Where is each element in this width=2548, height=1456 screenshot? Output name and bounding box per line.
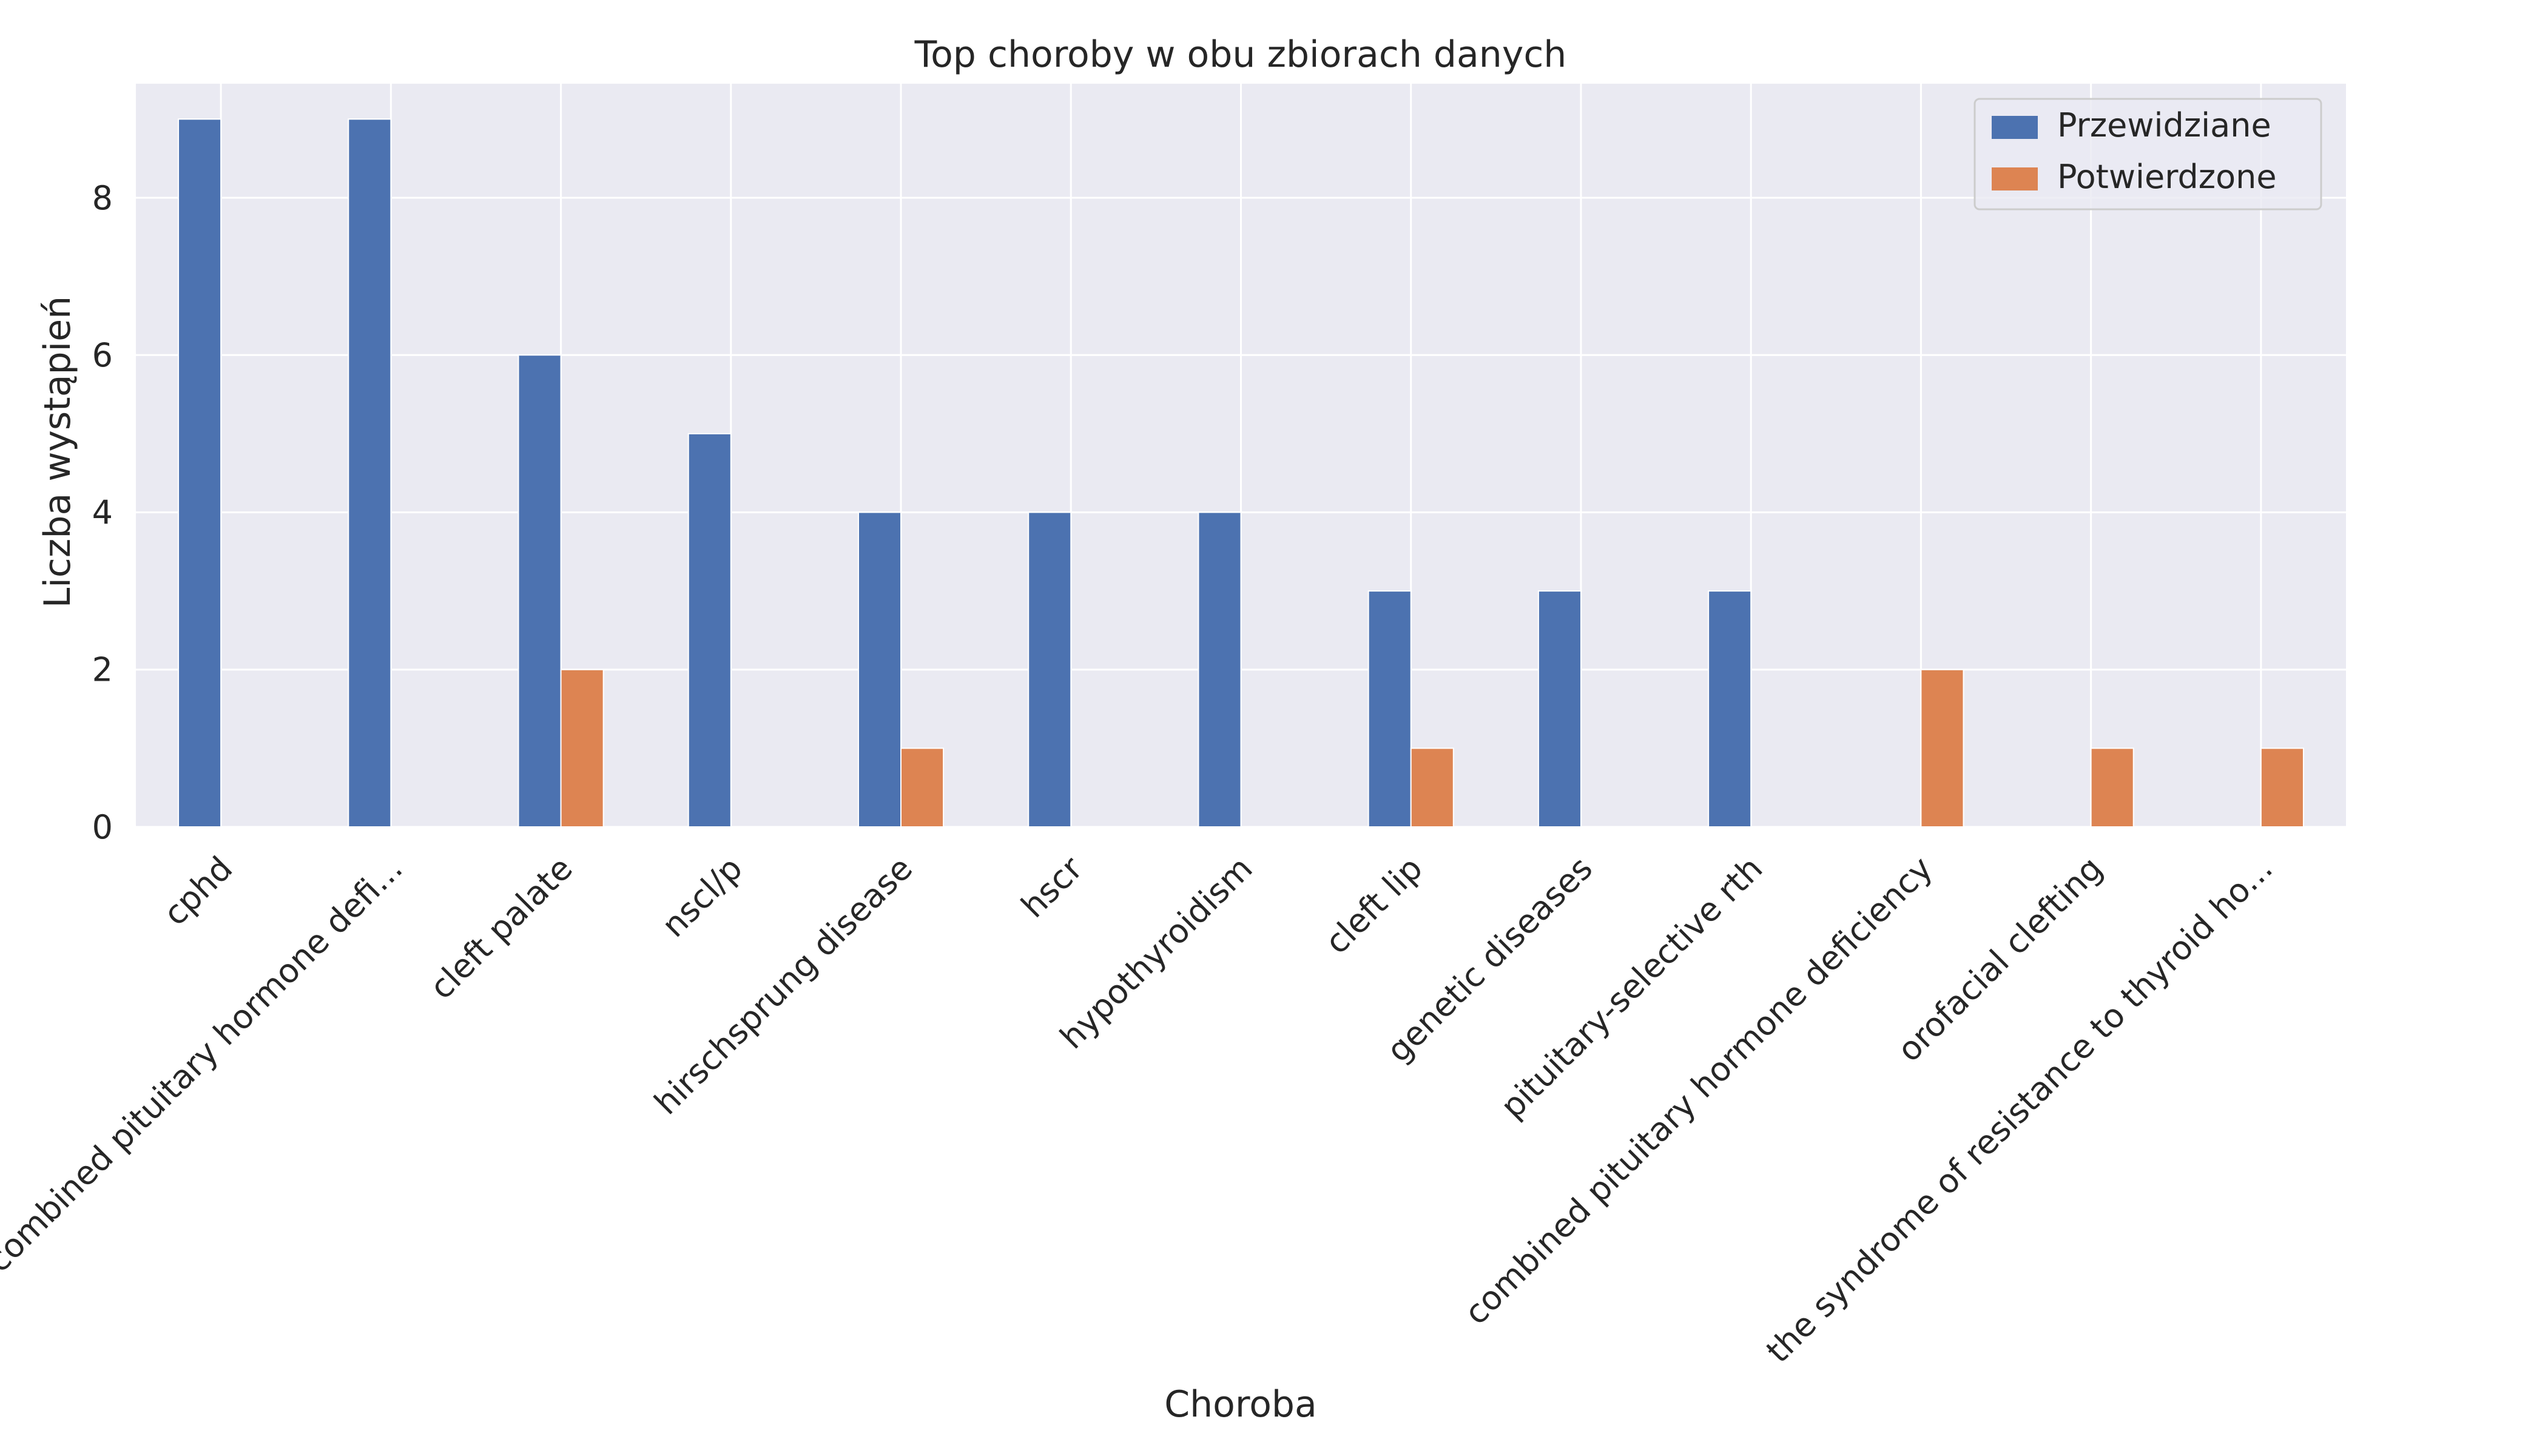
bar-potwierdzone <box>2260 747 2304 827</box>
bar-potwierdzone <box>900 747 945 827</box>
bar-przewidziane <box>1028 511 1072 827</box>
bar-potwierdzone <box>560 669 604 827</box>
y-tick-label: 4 <box>92 493 113 531</box>
y-tick-label: 2 <box>92 651 113 689</box>
bar-przewidziane <box>178 118 222 827</box>
legend-box <box>1973 98 2322 211</box>
legend-label: Potwierdzone <box>2057 158 2277 196</box>
y-axis-ticks: 0 2 4 6 8 <box>92 179 113 846</box>
bar-przewidziane <box>517 354 562 827</box>
legend-label: Przewidziane <box>2057 106 2271 144</box>
bar-potwierdzone <box>1920 669 1964 827</box>
legend: Przewidziane Potwierdzone <box>1973 98 2322 211</box>
y-tick-label: 6 <box>92 336 113 374</box>
y-tick-label: 0 <box>92 808 113 846</box>
chart-title: Top choroby w obu zbiorach danych <box>914 33 1567 76</box>
x-axis-label: Choroba <box>1164 1383 1317 1426</box>
bar-przewidziane <box>687 433 732 827</box>
bar-przewidziane <box>1198 511 1242 827</box>
bar-potwierdzone <box>2090 747 2134 827</box>
bar-przewidziane <box>1537 590 1582 827</box>
bar-przewidziane <box>1367 590 1412 827</box>
y-tick-label: 8 <box>92 179 113 217</box>
legend-swatch <box>1992 167 2038 190</box>
bar-przewidziane <box>857 511 902 827</box>
bar-przewidziane <box>1708 590 1752 827</box>
bar-przewidziane <box>348 118 392 827</box>
bar-potwierdzone <box>1410 747 1454 827</box>
bars <box>178 118 2304 827</box>
y-axis-label: Liczba wystąpień <box>36 296 79 608</box>
legend-swatch <box>1992 116 2038 139</box>
